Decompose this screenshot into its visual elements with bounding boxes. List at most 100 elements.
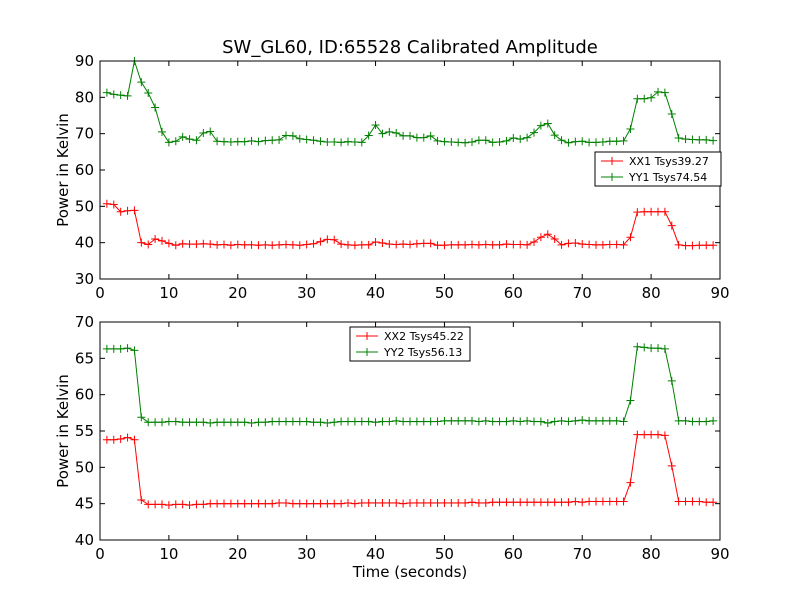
data-point — [220, 418, 228, 427]
data-point — [344, 137, 352, 146]
data-point — [102, 88, 111, 97]
data-point — [282, 240, 290, 249]
data-point — [316, 137, 325, 146]
data-point — [233, 240, 242, 249]
data-point — [640, 430, 649, 439]
data-point — [164, 501, 173, 510]
data-point — [288, 417, 297, 426]
data-point — [337, 499, 346, 508]
data-point — [619, 240, 628, 249]
x-tick-label: 80 — [642, 545, 661, 563]
data-point — [406, 131, 414, 140]
data-point — [426, 131, 435, 140]
data-point — [192, 136, 201, 145]
data-point — [702, 498, 711, 507]
data-point — [302, 240, 311, 249]
data-point — [688, 497, 697, 506]
data-point — [226, 499, 235, 508]
data-point — [275, 417, 284, 426]
data-point — [137, 238, 146, 247]
data-point — [399, 240, 408, 249]
data-point — [268, 136, 277, 145]
data-point — [247, 419, 256, 428]
data-point — [660, 88, 669, 97]
data-point — [137, 78, 146, 87]
data-point — [667, 376, 676, 385]
data-point — [688, 241, 697, 250]
legend-label: XX1 Tsys39.27 — [629, 155, 709, 168]
data-point — [654, 207, 662, 216]
data-point — [647, 430, 656, 439]
data-point — [681, 416, 690, 425]
data-point — [178, 500, 187, 509]
data-point — [454, 240, 463, 249]
data-point — [116, 207, 125, 216]
data-point — [344, 240, 352, 249]
data-point — [461, 416, 470, 425]
data-point — [240, 499, 249, 508]
data-point — [412, 417, 421, 426]
data-point — [151, 103, 160, 112]
data-point — [309, 136, 318, 145]
data-point — [523, 416, 532, 425]
data-point — [268, 499, 277, 508]
data-point — [633, 94, 642, 103]
data-point — [378, 417, 387, 426]
data-point — [337, 138, 346, 147]
x-tick-label: 0 — [95, 284, 105, 302]
data-point — [702, 417, 711, 426]
data-point — [254, 418, 263, 427]
data-point — [185, 501, 194, 510]
data-point — [592, 497, 600, 506]
data-point — [364, 240, 373, 249]
data-point — [185, 240, 194, 249]
data-point — [674, 416, 683, 425]
data-point — [419, 239, 428, 248]
data-point — [654, 430, 662, 439]
data-point — [619, 136, 628, 145]
data-point — [130, 346, 139, 355]
data-point — [426, 498, 435, 507]
data-point — [102, 199, 111, 208]
data-point — [323, 138, 332, 147]
data-point — [371, 120, 380, 129]
data-point — [385, 240, 394, 249]
data-point — [399, 131, 408, 140]
data-point — [350, 138, 359, 147]
data-point — [516, 498, 525, 507]
data-point — [178, 132, 187, 141]
data-point — [461, 498, 470, 507]
data-point — [151, 500, 160, 509]
data-point — [378, 129, 387, 138]
data-point — [536, 121, 545, 130]
data-point — [488, 498, 497, 507]
data-point — [695, 417, 704, 426]
legend-swatch-marker — [363, 348, 371, 356]
x-tick-label: 50 — [435, 545, 454, 563]
data-point — [516, 240, 525, 249]
data-point — [109, 200, 118, 209]
data-point — [295, 499, 304, 508]
data-point — [302, 417, 311, 426]
data-point — [468, 138, 476, 147]
data-point — [116, 344, 125, 353]
data-point — [605, 497, 614, 506]
data-point — [406, 240, 414, 249]
data-point — [633, 208, 642, 217]
data-point — [199, 418, 208, 427]
data-point — [295, 241, 304, 250]
y-tick-label: 55 — [75, 422, 94, 440]
data-point — [316, 237, 325, 246]
data-point — [371, 498, 380, 507]
data-point — [399, 417, 408, 426]
data-point — [578, 416, 587, 425]
data-point — [468, 498, 476, 507]
data-point — [536, 417, 545, 426]
data-point — [268, 241, 277, 250]
data-point — [158, 418, 166, 427]
data-point — [585, 138, 594, 147]
data-point — [647, 344, 656, 353]
data-point — [660, 207, 669, 216]
y-tick-label: 45 — [75, 495, 94, 513]
data-point — [502, 417, 511, 426]
